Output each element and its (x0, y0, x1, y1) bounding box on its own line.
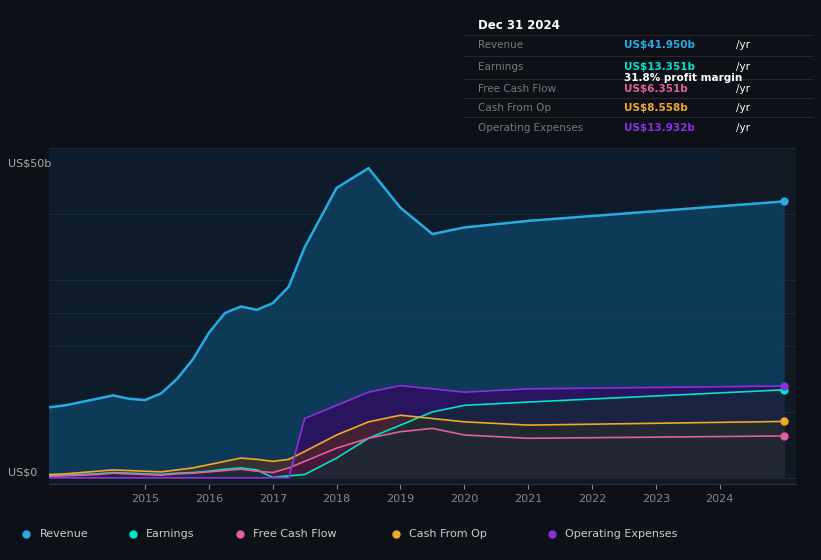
Text: Operating Expenses: Operating Expenses (478, 123, 583, 133)
Text: US$50b: US$50b (8, 158, 52, 169)
Text: Cash From Op: Cash From Op (409, 529, 487, 539)
Text: /yr: /yr (736, 123, 750, 133)
Text: Revenue: Revenue (39, 529, 88, 539)
Text: US$0: US$0 (8, 468, 38, 478)
Text: Free Cash Flow: Free Cash Flow (478, 83, 556, 94)
Text: Dec 31 2024: Dec 31 2024 (478, 18, 560, 32)
Text: Free Cash Flow: Free Cash Flow (253, 529, 337, 539)
Text: Revenue: Revenue (478, 40, 523, 50)
Text: Cash From Op: Cash From Op (478, 103, 551, 113)
Text: /yr: /yr (736, 40, 750, 50)
Text: US$8.558b: US$8.558b (624, 103, 688, 113)
Text: US$13.932b: US$13.932b (624, 123, 695, 133)
Text: /yr: /yr (736, 103, 750, 113)
Text: US$6.351b: US$6.351b (624, 83, 688, 94)
Text: US$41.950b: US$41.950b (624, 40, 695, 50)
Bar (720, 148, 796, 484)
Text: Earnings: Earnings (146, 529, 195, 539)
Text: Operating Expenses: Operating Expenses (565, 529, 677, 539)
Text: /yr: /yr (736, 83, 750, 94)
Text: /yr: /yr (736, 63, 750, 72)
Text: Earnings: Earnings (478, 63, 523, 72)
Text: US$13.351b: US$13.351b (624, 63, 695, 72)
Text: 31.8% profit margin: 31.8% profit margin (624, 73, 743, 83)
